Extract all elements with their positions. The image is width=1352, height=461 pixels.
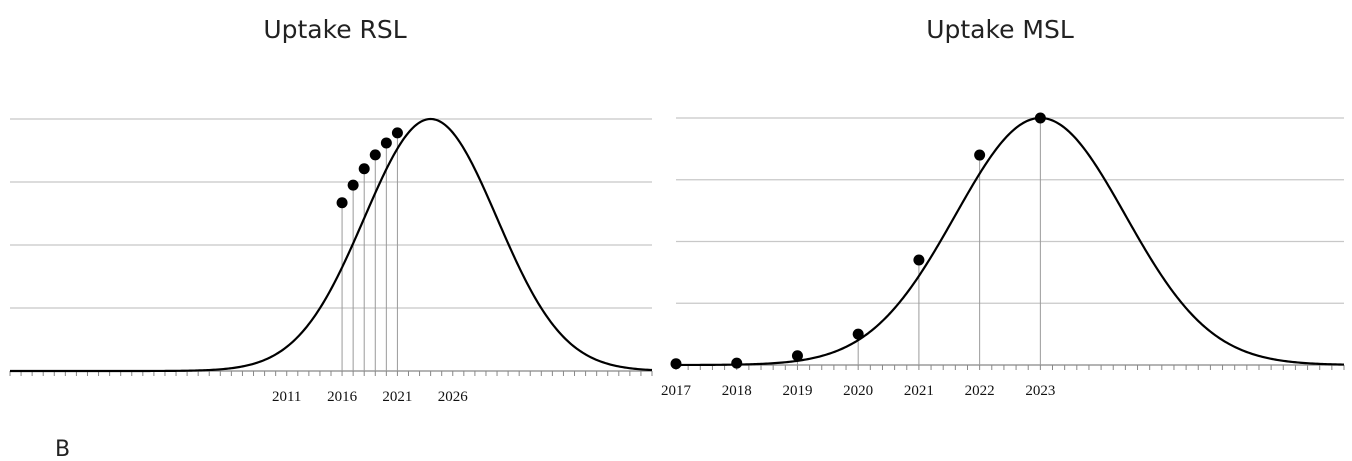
data-point bbox=[913, 254, 925, 266]
x-tick-label: 2017 bbox=[661, 383, 692, 399]
chart-title-rsl: Uptake RSL bbox=[263, 15, 406, 44]
data-point bbox=[670, 358, 682, 370]
chart-uptake-rsl: Uptake RSL 2011 2016 2021 2026 bbox=[9, 15, 653, 405]
x-tick-label: 2016 bbox=[327, 389, 358, 405]
x-tick-label: 2018 bbox=[722, 383, 752, 399]
x-tick-label: 2011 bbox=[272, 389, 301, 405]
data-point bbox=[369, 149, 381, 161]
data-point bbox=[336, 197, 348, 209]
chart-uptake-msl: Uptake MSL 2017 2018 2019 2020 2021 2022 2023 bbox=[661, 15, 1345, 399]
data-point bbox=[791, 350, 803, 362]
x-tick-label: 2021 bbox=[904, 383, 934, 399]
chart-title-msl: Uptake MSL bbox=[926, 15, 1074, 44]
series-line bbox=[676, 116, 1345, 367]
data-point bbox=[974, 149, 986, 161]
series-line bbox=[10, 117, 653, 373]
data-point bbox=[852, 328, 864, 340]
x-tick-label: 2023 bbox=[1025, 383, 1055, 399]
data-point bbox=[358, 163, 370, 175]
panel-label: B bbox=[55, 437, 70, 461]
data-point bbox=[731, 357, 743, 369]
data-point bbox=[380, 137, 392, 149]
x-tick-label: 2020 bbox=[843, 383, 873, 399]
x-tick-label: 2026 bbox=[438, 389, 469, 405]
data-point bbox=[391, 127, 403, 139]
x-tick-label: 2022 bbox=[965, 383, 995, 399]
data-point bbox=[347, 179, 359, 191]
data-point bbox=[1034, 112, 1046, 124]
x-tick-label: 2019 bbox=[782, 383, 812, 399]
x-tick-label: 2021 bbox=[382, 389, 412, 405]
